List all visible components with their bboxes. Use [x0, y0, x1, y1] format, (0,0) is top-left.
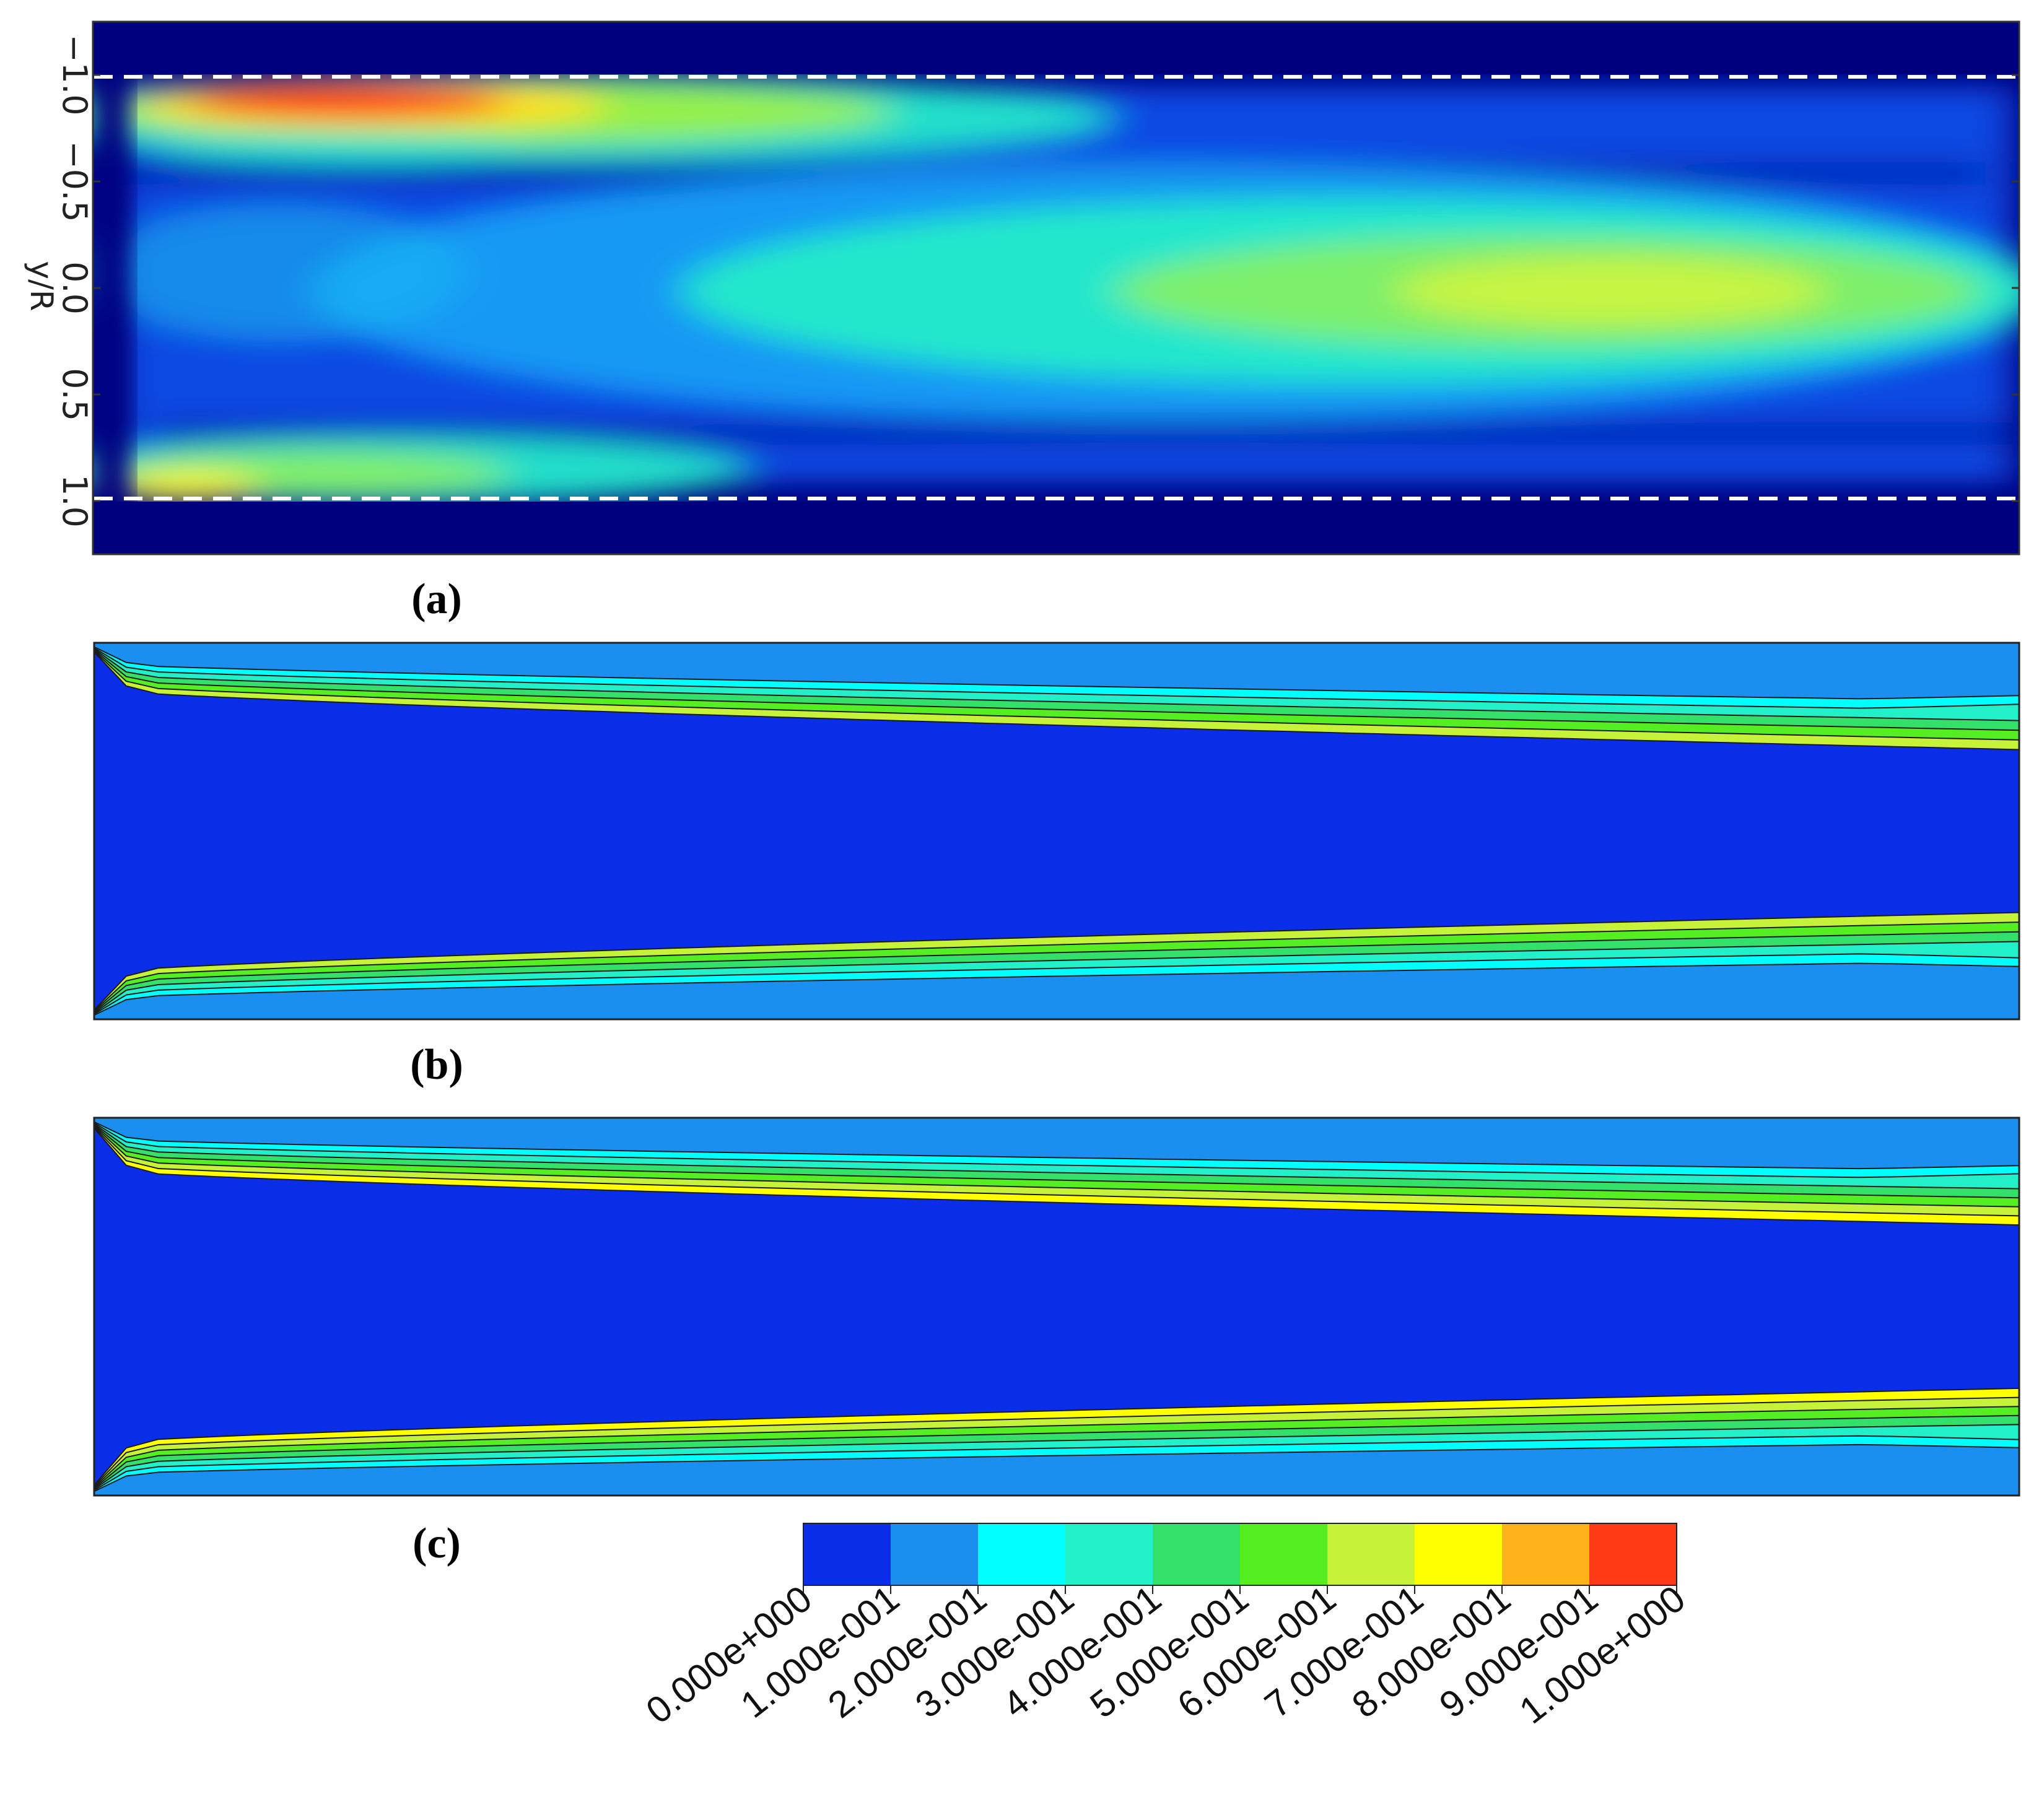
contour-band-bottom [94, 1443, 2019, 1496]
panel-c-frame [93, 1117, 2020, 1497]
field-core-yellow [1394, 257, 1827, 325]
colorbar-swatch [1065, 1523, 1153, 1585]
y-tick-label: −1.0 [55, 34, 94, 115]
field-outside-bottom [93, 502, 2019, 554]
panel-c: (c) [93, 1117, 2020, 1567]
contour-band-top [94, 1118, 2019, 1170]
colorbar-swatch [803, 1523, 891, 1585]
field-top-jet-red [186, 83, 508, 118]
y-tick-label: 0.5 [55, 368, 94, 421]
panel-c-contours [94, 1118, 2019, 1496]
y-tick-label: −0.5 [55, 141, 94, 222]
colorbar-swatch [1589, 1523, 1677, 1585]
colorbar: 0.000e+0001.000e-0012.000e-0013.000e-001… [639, 1523, 1693, 1731]
panel-b: (b) [93, 642, 2020, 1089]
colorbar-swatch [1502, 1523, 1590, 1585]
colorbar-swatch [1240, 1523, 1328, 1585]
panel-a: −1.0 −0.5 0.0 0.5 1.0 y/R (a) [24, 20, 2020, 623]
colorbar-swatch [978, 1523, 1066, 1585]
panel-b-label: (b) [410, 1041, 463, 1089]
field-bottom-jet-yellow [111, 471, 260, 502]
y-tick-label: 1.0 [55, 474, 94, 528]
panel-a-ylabel: y/R [24, 261, 59, 311]
panel-b-contours [94, 643, 2019, 1019]
field-outside-top [93, 22, 2019, 74]
colorbar-swatch [1153, 1523, 1241, 1585]
field-top-secondary-cyan [155, 130, 526, 167]
panel-b-frame [93, 642, 2020, 1021]
panel-a-y-axis: −1.0 −0.5 0.0 0.5 1.0 [55, 34, 2019, 528]
colorbar-swatch [1327, 1523, 1415, 1585]
colorbar-swatch [1415, 1523, 1503, 1585]
contour-band-top [94, 643, 2019, 700]
field-inlet-cyan [93, 204, 465, 341]
colorbar-swatch [891, 1523, 979, 1585]
contour-band-bottom [94, 962, 2019, 1019]
panel-c-label: (c) [413, 1520, 461, 1567]
panel-a-field [93, 22, 2019, 554]
y-tick-label: 0.0 [55, 261, 94, 315]
panel-a-label: (a) [411, 575, 462, 623]
